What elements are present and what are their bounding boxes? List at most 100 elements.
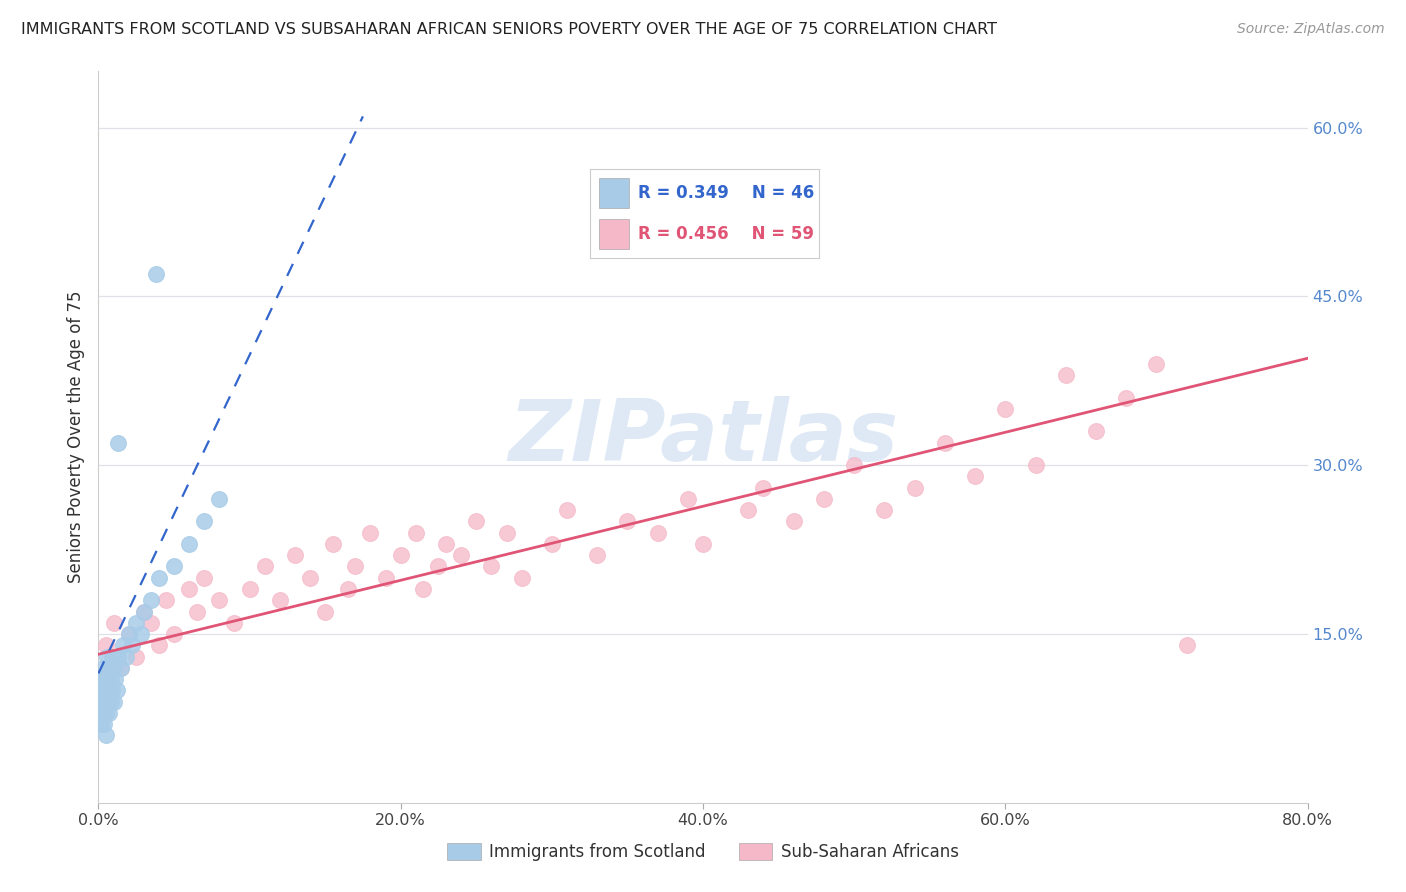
Point [412, 582, 434, 596]
Point [132, 605, 155, 619]
Point [148, 571, 170, 585]
Point [155, 593, 177, 607]
Point [100, 672, 122, 686]
Point [616, 515, 638, 529]
Point [193, 571, 215, 585]
Point [163, 559, 186, 574]
Point [93, 672, 115, 686]
Point [132, 605, 155, 619]
Point [129, 627, 152, 641]
Point [434, 537, 457, 551]
Point [1175, 638, 1198, 652]
Point [89, 706, 111, 720]
Point [647, 525, 669, 540]
Point [105, 683, 128, 698]
Point [193, 515, 215, 529]
Point [148, 638, 170, 652]
Point [239, 582, 262, 596]
Point [510, 571, 533, 585]
Point [1115, 391, 1137, 405]
Point [94, 728, 117, 742]
Point [110, 661, 132, 675]
Point [100, 694, 122, 708]
Point [103, 694, 125, 708]
Point [107, 649, 129, 664]
Point [93, 694, 115, 708]
Point [322, 537, 344, 551]
Point [360, 525, 382, 540]
Point [179, 537, 201, 551]
FancyBboxPatch shape [599, 219, 628, 249]
Point [93, 717, 115, 731]
Point [586, 548, 609, 562]
Point [163, 627, 186, 641]
Point [1144, 357, 1167, 371]
Legend: Immigrants from Scotland, Sub-Saharan Africans: Immigrants from Scotland, Sub-Saharan Af… [440, 836, 966, 868]
Text: Source: ZipAtlas.com: Source: ZipAtlas.com [1237, 22, 1385, 37]
Point [125, 615, 148, 630]
Point [374, 571, 396, 585]
Point [94, 706, 117, 720]
Point [96, 672, 118, 686]
Point [107, 435, 129, 450]
Point [90, 717, 112, 731]
Point [96, 649, 118, 664]
Point [269, 593, 291, 607]
Point [813, 491, 835, 506]
Point [737, 503, 759, 517]
Point [104, 672, 127, 686]
Point [101, 649, 124, 664]
Point [450, 548, 472, 562]
Point [91, 661, 114, 675]
Point [284, 548, 307, 562]
Point [118, 627, 141, 641]
Point [186, 605, 208, 619]
Point [495, 525, 517, 540]
Point [208, 593, 231, 607]
Point [994, 401, 1017, 416]
Point [114, 649, 136, 664]
Point [90, 683, 112, 698]
Point [125, 649, 148, 664]
Point [110, 661, 132, 675]
Point [94, 683, 117, 698]
Point [555, 503, 578, 517]
Point [98, 706, 121, 720]
Point [208, 491, 231, 506]
Point [91, 706, 114, 720]
Point [179, 582, 201, 596]
Point [91, 694, 114, 708]
Point [873, 503, 896, 517]
Point [405, 525, 427, 540]
Point [389, 548, 412, 562]
Point [692, 537, 714, 551]
Point [118, 627, 141, 641]
Point [141, 593, 163, 607]
Point [752, 481, 775, 495]
Point [965, 469, 987, 483]
Point [98, 661, 121, 675]
Point [98, 683, 121, 698]
Point [299, 571, 322, 585]
Text: IMMIGRANTS FROM SCOTLAND VS SUBSAHARAN AFRICAN SENIORS POVERTY OVER THE AGE OF 7: IMMIGRANTS FROM SCOTLAND VS SUBSAHARAN A… [21, 22, 997, 37]
Point [141, 615, 163, 630]
Point [96, 694, 118, 708]
Point [336, 582, 359, 596]
Point [253, 559, 276, 574]
Point [101, 683, 124, 698]
Text: R = 0.456    N = 59: R = 0.456 N = 59 [638, 225, 814, 243]
Point [344, 559, 367, 574]
Point [103, 661, 125, 675]
Point [1054, 368, 1077, 383]
Point [314, 605, 336, 619]
Text: ZIPatlas: ZIPatlas [508, 395, 898, 479]
Point [465, 515, 488, 529]
Point [224, 615, 246, 630]
Point [676, 491, 699, 506]
Text: R = 0.349    N = 46: R = 0.349 N = 46 [638, 184, 814, 202]
Point [103, 615, 125, 630]
Point [121, 638, 143, 652]
Y-axis label: Seniors Poverty Over the Age of 75: Seniors Poverty Over the Age of 75 [66, 291, 84, 583]
FancyBboxPatch shape [599, 178, 628, 208]
Point [934, 435, 956, 450]
